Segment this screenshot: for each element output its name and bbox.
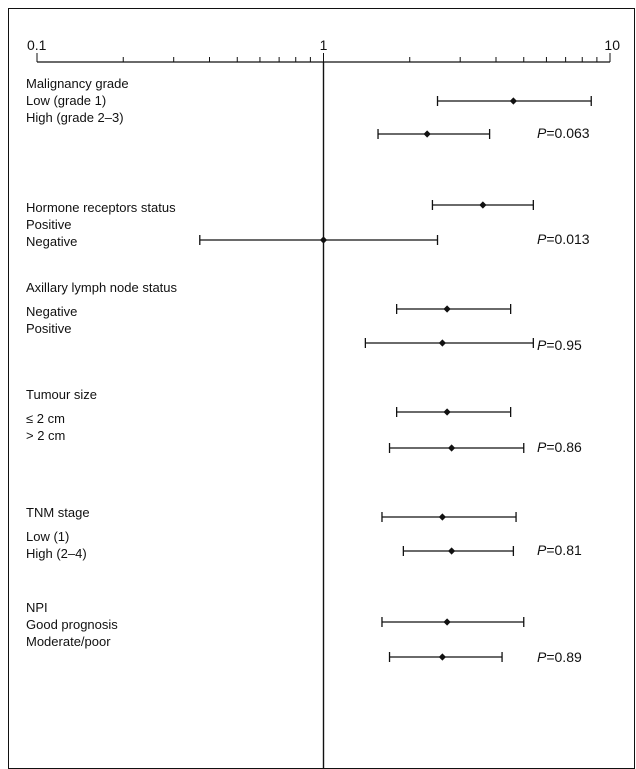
group-title: Malignancy grade — [26, 76, 129, 91]
p-symbol: P — [537, 125, 547, 141]
forest-group: NPI Good prognosis Moderate/poor P=0.89 — [26, 600, 582, 665]
forest-group: Tumour size ≤ 2 cm > 2 cm P=0.86 — [26, 387, 582, 455]
p-symbol: P — [537, 649, 547, 665]
p-symbol: P — [537, 439, 547, 455]
row-label: Moderate/poor — [26, 634, 111, 649]
point-estimate — [448, 547, 456, 555]
x-tick-label: 1 — [320, 37, 328, 53]
row-label: Low (grade 1) — [26, 93, 106, 108]
point-estimate — [319, 236, 328, 244]
point-estimate — [443, 305, 451, 313]
row-label: ≤ 2 cm — [26, 411, 65, 426]
row-label: Positive — [26, 217, 72, 232]
p-value-number: =0.063 — [546, 125, 589, 141]
group-title: Axillary lymph node status — [26, 280, 178, 295]
row-label: > 2 cm — [26, 428, 65, 443]
point-estimate — [479, 201, 487, 209]
row-label: Negative — [26, 304, 77, 319]
row-label: Positive — [26, 321, 72, 336]
p-value: P=0.013 — [537, 231, 590, 247]
point-estimate — [443, 618, 451, 626]
group-title: Hormone receptors status — [26, 200, 176, 215]
p-value: P=0.81 — [537, 542, 582, 558]
p-value: P=0.063 — [537, 125, 590, 141]
row-label: High (grade 2–3) — [26, 110, 124, 125]
p-symbol: P — [537, 231, 547, 247]
point-estimate — [509, 97, 517, 105]
forest-group: Malignancy grade Low (grade 1) High (grade… — [26, 76, 592, 141]
row-label: High (2–4) — [26, 546, 87, 561]
p-value: P=0.95 — [537, 337, 582, 353]
forest-group: Hormone receptors status Positive Negative… — [26, 200, 590, 249]
p-symbol: P — [537, 542, 547, 558]
p-value-number: =0.86 — [546, 439, 582, 455]
point-estimate — [438, 653, 446, 661]
x-axis: 0.1 1 10 — [27, 37, 620, 63]
row-label: Low (1) — [26, 529, 69, 544]
point-estimate — [423, 130, 431, 138]
x-tick-label: 10 — [604, 37, 620, 53]
p-value-number: =0.95 — [546, 337, 582, 353]
x-tick-label: 0.1 — [27, 37, 47, 53]
point-estimate — [438, 339, 446, 347]
forest-group: Axillary lymph node status Negative Positi… — [26, 280, 582, 353]
p-value-number: =0.013 — [546, 231, 589, 247]
point-estimate — [438, 513, 446, 521]
group-title: Tumour size — [26, 387, 97, 402]
p-value: P=0.86 — [537, 439, 582, 455]
group-title: NPI — [26, 600, 48, 615]
row-label: Negative — [26, 234, 77, 249]
p-value: P=0.89 — [537, 649, 582, 665]
point-estimate — [443, 408, 451, 416]
group-title: TNM stage — [26, 505, 90, 520]
p-value-number: =0.81 — [546, 542, 582, 558]
forest-group: TNM stage Low (1) High (2–4) P=0.81 — [26, 505, 582, 561]
forest-rows: Malignancy grade Low (grade 1) High (grade… — [26, 76, 592, 665]
p-symbol: P — [537, 337, 547, 353]
p-value-number: =0.89 — [546, 649, 582, 665]
point-estimate — [448, 444, 456, 452]
row-label: Good prognosis — [26, 617, 118, 632]
